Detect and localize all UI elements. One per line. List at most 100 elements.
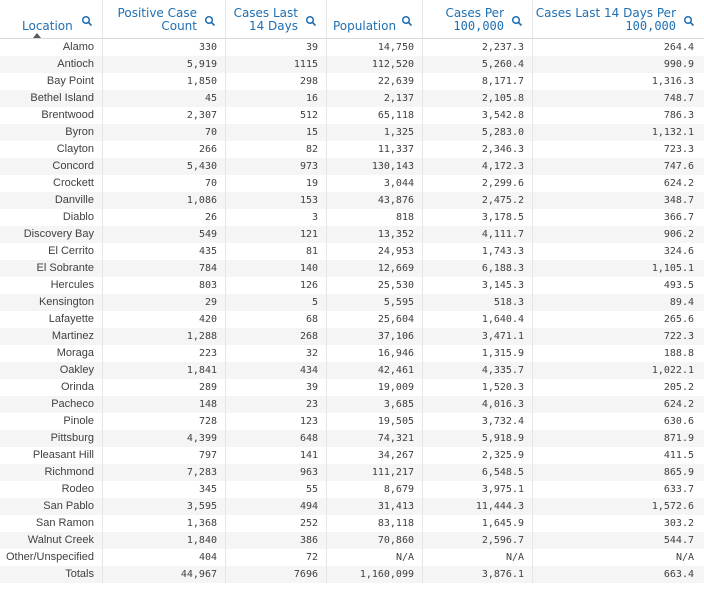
table-row[interactable]: Clayton 266 82 11,337 2,346.3 723.3: [0, 141, 704, 158]
location-cell: Hercules: [0, 277, 103, 294]
population-cell: 130,143: [327, 158, 423, 175]
table-row[interactable]: Pinole 728 123 19,505 3,732.4 630.6: [0, 413, 704, 430]
location-cell: Other/Unspecified: [0, 549, 103, 566]
table-row[interactable]: San Ramon 1,368 252 83,118 1,645.9 303.2: [0, 515, 704, 532]
table-row[interactable]: El Cerrito 435 81 24,953 1,743.3 324.6: [0, 243, 704, 260]
table-row[interactable]: Moraga 223 32 16,946 1,315.9 188.8: [0, 345, 704, 362]
cases-last-14-days-cell: 494: [226, 498, 327, 515]
cases-last-14-days-cell: 16: [226, 90, 327, 107]
cases-per-100000-cell: 1,645.9: [423, 515, 533, 532]
positive-case-count-cell: 44,967: [103, 566, 226, 583]
column-header-cases-last-14-days[interactable]: Cases Last 14 Days: [226, 0, 327, 38]
cases-last-14-days-cell: 123: [226, 413, 327, 430]
cases-last-14-days-per-100000-cell: 303.2: [663, 518, 694, 529]
cases-per-100000-cell: 2,325.9: [423, 447, 533, 464]
cases-last-14-days-per-100000-cell: 906.2: [663, 229, 694, 240]
positive-case-count-cell: 223: [103, 345, 226, 362]
population-cell: 34,267: [327, 447, 423, 464]
population-cell: 1,160,099: [327, 566, 423, 583]
cases-last-14-days-per-100000-cell: 748.7: [663, 93, 694, 104]
cases-last-14-days-cell: 121: [226, 226, 327, 243]
table-row[interactable]: Antioch 5,919 1115 112,520 5,260.4 990.9: [0, 56, 704, 73]
population-cell: 112,520: [327, 56, 423, 73]
population-cell: 65,118: [327, 107, 423, 124]
cases-last-14-days-per-100000-cell: 493.5: [663, 280, 694, 291]
location-cell: Kensington: [0, 294, 103, 311]
cases-per-100000-cell: 6,188.3: [423, 260, 533, 277]
table-row[interactable]: Danville 1,086 153 43,876 2,475.2 348.7: [0, 192, 704, 209]
table-row[interactable]: Brentwood 2,307 512 65,118 3,542.8 786.3: [0, 107, 704, 124]
location-cell: El Cerrito: [0, 243, 103, 260]
table-row[interactable]: Rodeo 345 55 8,679 3,975.1 633.7: [0, 481, 704, 498]
table-row[interactable]: Oakley 1,841 434 42,461 4,335.7 1,022.1: [0, 362, 704, 379]
column-header-location[interactable]: Location: [0, 0, 103, 38]
population-cell: 19,009: [327, 379, 423, 396]
table-row[interactable]: Concord 5,430 973 130,143 4,172.3 747.6: [0, 158, 704, 175]
table-row[interactable]: Martinez 1,288 268 37,106 3,471.1 722.3: [0, 328, 704, 345]
positive-case-count-cell: 70: [103, 124, 226, 141]
table-row[interactable]: Byron 70 15 1,325 5,283.0 1,132.1: [0, 124, 704, 141]
search-icon[interactable]: [511, 15, 523, 27]
location-cell: Antioch: [0, 56, 103, 73]
cases-per-100000-cell: 2,105.8: [423, 90, 533, 107]
cases-last-14-days-per-100000-cell: 1,132.1: [651, 127, 694, 138]
search-icon[interactable]: [81, 15, 93, 27]
cases-last-14-days-per-100000-cell: 205.2: [663, 382, 694, 393]
cases-last-14-days-cell: 68: [226, 311, 327, 328]
positive-case-count-cell: 266: [103, 141, 226, 158]
table-row[interactable]: Discovery Bay 549 121 13,352 4,111.7 906.2: [0, 226, 704, 243]
table-row[interactable]: Other/Unspecified 404 72 N/A N/A N/A: [0, 549, 704, 566]
column-header-cases-last-14-days-per-100000[interactable]: Cases Last 14 Days Per 100,000: [533, 0, 704, 38]
table-row[interactable]: Hercules 803 126 25,530 3,145.3 493.5: [0, 277, 704, 294]
column-header-population[interactable]: Population: [327, 0, 423, 38]
location-cell: Totals: [0, 566, 103, 583]
table-row[interactable]: El Sobrante 784 140 12,669 6,188.3 1,105.1: [0, 260, 704, 277]
table-row[interactable]: Pacheco 148 23 3,685 4,016.3 624.2: [0, 396, 704, 413]
location-cell: Pacheco: [0, 396, 103, 413]
table-row[interactable]: Pleasant Hill 797 141 34,267 2,325.9 411.5: [0, 447, 704, 464]
column-label-line2: Count: [161, 19, 197, 33]
cases-per-100000-cell: 1,640.4: [423, 311, 533, 328]
cases-last-14-days-cell: 153: [226, 192, 327, 209]
table-row[interactable]: Richmond 7,283 963 111,217 6,548.5 865.9: [0, 464, 704, 481]
column-label-cases-last-14-days-per-100000: Cases Last 14 Days Per 100,000: [536, 7, 676, 33]
table-row[interactable]: Alamo 330 39 14,750 2,237.3 264.4: [0, 39, 704, 56]
cases-per-100000-cell: 3,542.8: [423, 107, 533, 124]
cases-last-14-days-cell: 140: [226, 260, 327, 277]
table-row[interactable]: Crockett 70 19 3,044 2,299.6 624.2: [0, 175, 704, 192]
search-icon[interactable]: [401, 15, 413, 27]
table-row[interactable]: Walnut Creek 1,840 386 70,860 2,596.7 544.7: [0, 532, 704, 549]
column-header-cases-per-100000[interactable]: Cases Per 100,000: [423, 0, 533, 38]
search-icon[interactable]: [204, 15, 216, 27]
table-row[interactable]: Diablo 26 3 818 3,178.5 366.7: [0, 209, 704, 226]
cases-last-14-days-per-100000-cell: 633.7: [663, 484, 694, 495]
positive-case-count-cell: 1,288: [103, 328, 226, 345]
search-icon[interactable]: [683, 15, 695, 27]
column-label-line2: 100,000: [453, 19, 504, 33]
cases-last-14-days-cell: 72: [226, 549, 327, 566]
table-row[interactable]: Orinda 289 39 19,009 1,520.3 205.2: [0, 379, 704, 396]
table-row[interactable]: Bay Point 1,850 298 22,639 8,171.7 1,316.3: [0, 73, 704, 90]
search-icon[interactable]: [305, 15, 317, 27]
table-row[interactable]: Bethel Island 45 16 2,137 2,105.8 748.7: [0, 90, 704, 107]
positive-case-count-cell: 1,368: [103, 515, 226, 532]
column-header-positive-case-count[interactable]: Positive Case Count: [103, 0, 226, 38]
table-row[interactable]: Lafayette 420 68 25,604 1,640.4 265.6: [0, 311, 704, 328]
table-row[interactable]: Pittsburg 4,399 648 74,321 5,918.9 871.9: [0, 430, 704, 447]
population-cell: 37,106: [327, 328, 423, 345]
cases-last-14-days-cell: 32: [226, 345, 327, 362]
population-cell: 8,679: [327, 481, 423, 498]
cases-last-14-days-per-100000-cell: 348.7: [663, 195, 694, 206]
population-cell: 818: [327, 209, 423, 226]
totals-row[interactable]: Totals 44,967 7696 1,160,099 3,876.1 663.4: [0, 566, 704, 583]
cases-last-14-days-per-100000-cell: 264.4: [663, 42, 694, 53]
table-row[interactable]: San Pablo 3,595 494 31,413 11,444.3 1,572.6: [0, 498, 704, 515]
table-row[interactable]: Kensington 29 5 5,595 518.3 89.4: [0, 294, 704, 311]
population-cell: 19,505: [327, 413, 423, 430]
cases-last-14-days-per-100000-cell: 990.9: [663, 59, 694, 70]
population-cell: 1,325: [327, 124, 423, 141]
column-label-line1: Cases Last: [233, 6, 298, 20]
cases-last-14-days-per-100000-cell: 1,105.1: [651, 263, 694, 274]
positive-case-count-cell: 148: [103, 396, 226, 413]
